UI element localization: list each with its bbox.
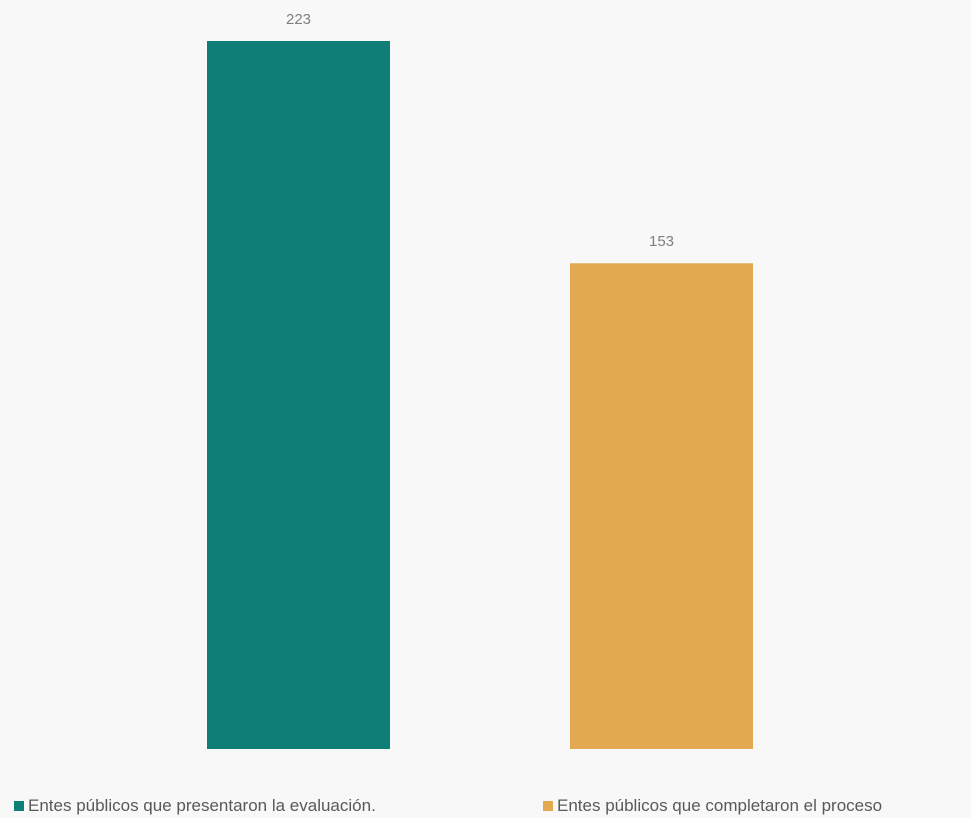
legend-item-series-2: Entes públicos que completaron el proces… bbox=[543, 796, 882, 816]
legend-label-series-2: Entes públicos que completaron el proces… bbox=[557, 796, 883, 815]
chart-legend: Entes públicos que presentaron la evalua… bbox=[0, 796, 971, 818]
bar-series-1 bbox=[207, 41, 390, 749]
data-label-series-2: 153 bbox=[649, 233, 674, 250]
legend-label-series-1: Entes públicos que presentaron la evalua… bbox=[28, 796, 376, 815]
legend-swatch-series-1 bbox=[14, 801, 24, 811]
bar-series-2 bbox=[570, 263, 753, 749]
legend-item-series-1: Entes públicos que presentaron la evalua… bbox=[14, 796, 376, 816]
data-label-series-1: 223 bbox=[286, 11, 311, 28]
legend-swatch-series-2 bbox=[543, 801, 553, 811]
chart-plot-area: 223 153 bbox=[207, 11, 753, 749]
